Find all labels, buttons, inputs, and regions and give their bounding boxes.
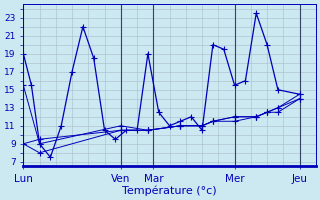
X-axis label: Température (°c): Température (°c) (122, 185, 217, 196)
